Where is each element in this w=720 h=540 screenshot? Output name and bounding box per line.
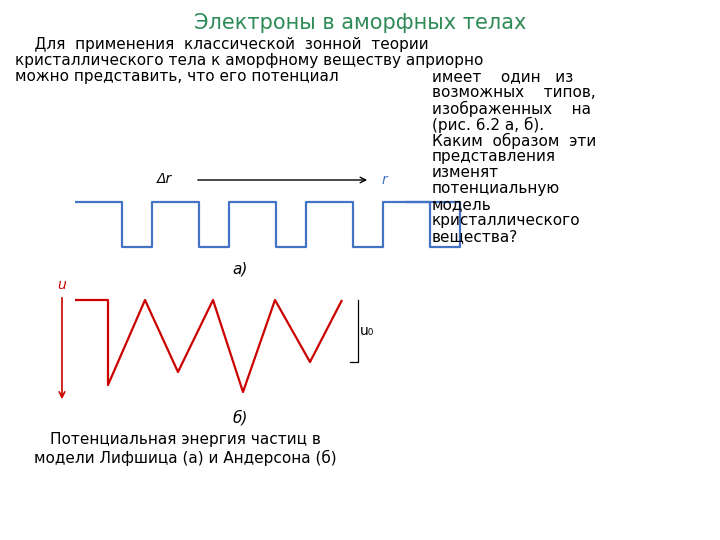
Text: представления: представления bbox=[432, 149, 556, 164]
Text: возможных    типов,: возможных типов, bbox=[432, 85, 595, 100]
Text: вещества?: вещества? bbox=[432, 229, 518, 244]
Text: модель: модель bbox=[432, 197, 492, 212]
Text: изображенных    на: изображенных на bbox=[432, 101, 591, 117]
Text: изменят: изменят bbox=[432, 165, 499, 180]
Text: Потенциальная энергия частиц в
модели Лифшица (а) и Андерсона (б): Потенциальная энергия частиц в модели Ли… bbox=[34, 432, 336, 466]
Text: кристаллического: кристаллического bbox=[432, 213, 580, 228]
Text: Электроны в аморфных телах: Электроны в аморфных телах bbox=[194, 13, 526, 33]
Text: а): а) bbox=[233, 261, 248, 276]
Text: u₀: u₀ bbox=[360, 324, 374, 338]
Text: Для  применения  классической  зонной  теории: Для применения классической зонной теори… bbox=[15, 37, 428, 52]
Text: u: u bbox=[58, 278, 66, 292]
Text: (рис. 6.2 а, б).: (рис. 6.2 а, б). bbox=[432, 117, 544, 133]
Text: кристаллического тела к аморфному веществу априорно: кристаллического тела к аморфному вещест… bbox=[15, 53, 483, 68]
Text: Δr: Δr bbox=[158, 172, 173, 186]
Text: Каким  образом  эти: Каким образом эти bbox=[432, 133, 596, 149]
Text: имеет    один   из: имеет один из bbox=[432, 69, 573, 84]
Text: можно представить, что его потенциал: можно представить, что его потенциал bbox=[15, 69, 338, 84]
Text: r: r bbox=[382, 173, 388, 187]
Text: б): б) bbox=[233, 410, 248, 426]
Text: потенциальную: потенциальную bbox=[432, 181, 560, 196]
